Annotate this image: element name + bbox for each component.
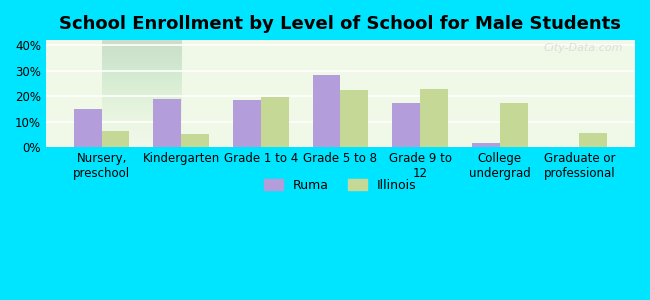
Bar (73, 109, 101, 147)
Bar (341, 90, 369, 147)
Bar (500, 103, 528, 147)
Bar (313, 74, 341, 147)
Legend: Ruma, Illinois: Ruma, Illinois (259, 173, 421, 196)
Bar (181, 134, 209, 147)
Bar (420, 88, 448, 147)
Bar (392, 103, 420, 147)
Title: School Enrollment by Level of School for Male Students: School Enrollment by Level of School for… (60, 15, 621, 33)
Bar (261, 98, 289, 147)
Bar (472, 143, 500, 147)
Bar (233, 100, 261, 147)
Bar (579, 133, 607, 147)
Bar (153, 99, 181, 147)
Text: City-Data.com: City-Data.com (543, 43, 623, 53)
Bar (101, 130, 129, 147)
